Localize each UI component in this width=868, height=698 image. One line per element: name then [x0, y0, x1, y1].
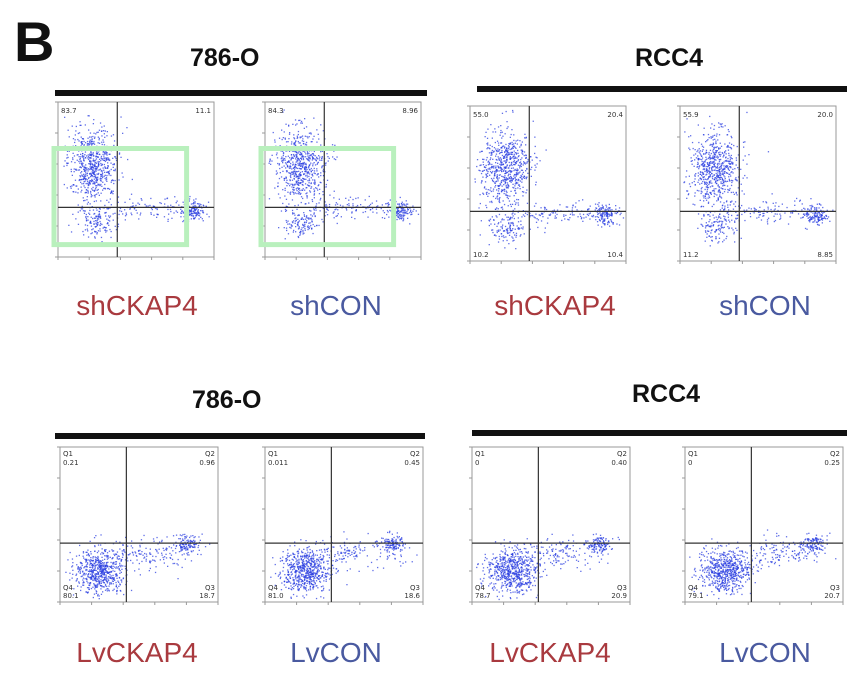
- flow-plot-rcc4-lvckap4: Q1 0 Q2 0.40 Q4 78.7 Q3 20.9: [452, 443, 634, 618]
- sample-label: LvCKAP4: [76, 637, 198, 668]
- sample-label: LvCKAP4: [489, 637, 611, 668]
- group-bar: [472, 430, 847, 436]
- flow-plot-786o-lvcon: Q1 0.011 Q2 0.45 Q4 81.0 Q3 18.6: [245, 443, 427, 618]
- group-title-786o-top: 786-O: [190, 44, 260, 72]
- group-title-786o-bottom: 786-O: [192, 386, 262, 414]
- sample-label: LvCON: [719, 637, 811, 668]
- sample-label: shCON: [719, 290, 811, 321]
- svg-text:8.96: 8.96: [402, 107, 418, 115]
- svg-text:11.1: 11.1: [195, 107, 211, 115]
- flow-plot-rcc4-shcon: 55.9 20.0 11.2 8.85: [660, 102, 840, 277]
- flow-plot-rcc4-shckap4: 55.0 20.4 10.2 10.4: [450, 102, 630, 277]
- svg-text:84.3: 84.3: [268, 107, 284, 115]
- svg-text:10.4: 10.4: [607, 251, 623, 259]
- svg-text:11.2: 11.2: [683, 251, 699, 259]
- scatter-svg: 55.9 20.0 11.2 8.85: [677, 105, 837, 264]
- sample-label: shCON: [290, 290, 382, 321]
- group-bar: [55, 90, 427, 96]
- scatter-svg: 83.7 11.1: [51, 101, 215, 260]
- group-bar: [477, 86, 847, 92]
- sample-label: LvCON: [290, 637, 382, 668]
- svg-text:55.0: 55.0: [473, 111, 489, 119]
- scatter-svg: 84.3 8.96: [258, 101, 422, 260]
- group-bar: [55, 433, 425, 439]
- group-title-rcc4-top: RCC4: [635, 44, 704, 72]
- svg-text:20.4: 20.4: [607, 111, 623, 119]
- svg-text:55.9: 55.9: [683, 111, 699, 119]
- svg-text:8.85: 8.85: [817, 251, 833, 259]
- svg-text:10.2: 10.2: [473, 251, 489, 259]
- scatter-svg: 55.0 20.4 10.2 10.4: [467, 105, 627, 264]
- svg-text:20.0: 20.0: [817, 111, 833, 119]
- flow-plot-786o-shcon: 84.3 8.96: [245, 98, 425, 273]
- flow-plot-rcc4-lvcon: Q1 0 Q2 0.25 Q4 79.1 Q3 20.7: [665, 443, 847, 618]
- flow-plot-786o-lvckap4: Q1 0.21 Q2 0.96 Q4 80.1 Q3 18.7: [40, 443, 222, 618]
- svg-text:83.7: 83.7: [61, 107, 77, 115]
- sample-label: shCKAP4: [494, 290, 616, 321]
- group-title-rcc4-bottom: RCC4: [632, 380, 701, 408]
- flow-plot-786o-shckap4: 83.7 11.1: [38, 98, 218, 273]
- sample-label: shCKAP4: [76, 290, 198, 321]
- panel-letter: B: [14, 10, 55, 73]
